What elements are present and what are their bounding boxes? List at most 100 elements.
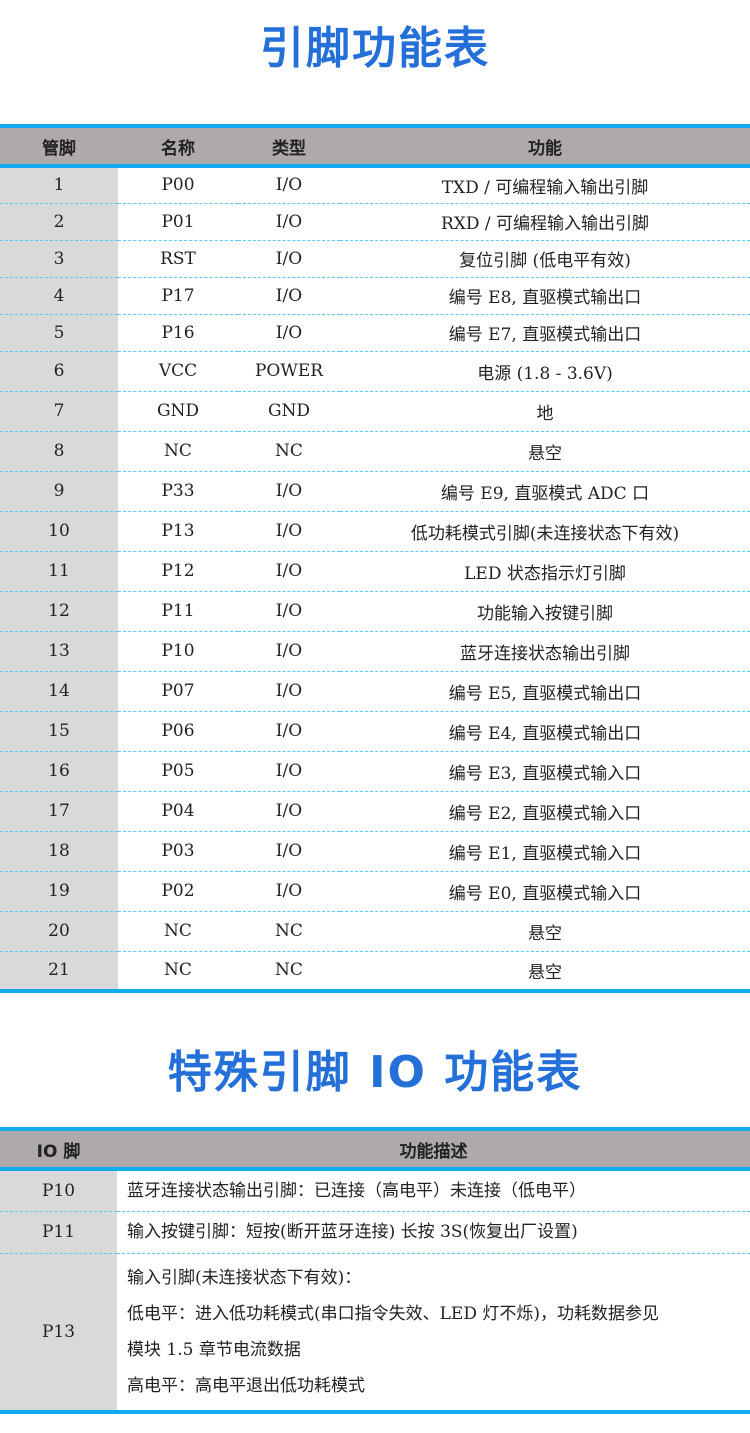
- table-row: 13 P10 I/O 蓝牙连接状态输出引脚: [0, 630, 750, 671]
- pin-number-cell: 12: [0, 590, 118, 631]
- pin-type-cell: I/O: [238, 870, 340, 911]
- table-row: 10 P13 I/O 低功耗模式引脚(未连接状态下有效): [0, 510, 750, 551]
- table-row: 1 P00 I/O TXD / 可编程输入输出引脚: [0, 166, 750, 203]
- pin-type-cell: I/O: [238, 239, 340, 277]
- pin-type-cell: I/O: [238, 710, 340, 751]
- pin-function-cell: 电源 (1.8 - 3.6V): [340, 350, 750, 391]
- table-row: 12 P11 I/O 功能输入按键引脚: [0, 590, 750, 631]
- pin-type-cell: NC: [238, 950, 340, 991]
- pin-type-cell: NC: [238, 910, 340, 951]
- pin-number-cell: 5: [0, 313, 118, 351]
- description-cell: 蓝牙连接状态输出引脚：已连接（高电平）未连接（低电平）: [117, 1169, 750, 1211]
- pin-name-cell: P13: [118, 510, 238, 551]
- special-pin-title: 特殊引脚 IO 功能表: [167, 1047, 583, 1098]
- header-io-pin: IO 脚: [36, 1141, 81, 1162]
- description-cell: 输入引脚(未连接状态下有效)： 低电平：进入低功耗模式(串口指令失效、LED 灯不…: [117, 1252, 750, 1412]
- pin-name-cell: P02: [118, 870, 238, 911]
- pin-number-cell: 8: [0, 430, 118, 471]
- pin-type-cell: I/O: [238, 470, 340, 511]
- pin-number-cell: 2: [0, 202, 118, 240]
- pin-name-cell: NC: [118, 430, 238, 471]
- description-line: 模块 1.5 章节电流数据: [127, 1339, 301, 1360]
- pin-type-cell: POWER: [238, 350, 340, 391]
- description-line: 输入引脚(未连接状态下有效)：: [127, 1267, 362, 1288]
- pin-name-cell: VCC: [118, 350, 238, 391]
- pin-function-cell: 编号 E2, 直驱模式输入口: [340, 790, 750, 831]
- pin-type-cell: I/O: [238, 750, 340, 791]
- pin-function-table: 管脚 名称 类型 功能 1 P00 I/O TXD / 可编程输入输出引脚 2 P01 I/O RX…: [0, 124, 750, 993]
- pin-function-cell: 悬空: [340, 430, 750, 471]
- pin-name-cell: P33: [118, 470, 238, 511]
- table-row: 5 P16 I/O 编号 E7, 直驱模式输出口: [0, 313, 750, 351]
- description-line: 高电平：高电平退出低功耗模式: [127, 1375, 365, 1396]
- pin-type-cell: I/O: [238, 790, 340, 831]
- pin-number-cell: 14: [0, 670, 118, 711]
- pin-function-cell: RXD / 可编程输入输出引脚: [340, 202, 750, 240]
- pin-type-cell: I/O: [238, 670, 340, 711]
- table-row: 11 P12 I/O LED 状态指示灯引脚: [0, 550, 750, 591]
- pin-function-cell: 编号 E0, 直驱模式输入口: [340, 870, 750, 911]
- special-pin-table: IO 脚功能描述 P10 蓝牙连接状态输出引脚：已连接（高电平）未连接（低电平） P…: [0, 1127, 750, 1414]
- pin-name-cell: P10: [118, 630, 238, 671]
- table-row: 15 P06 I/O 编号 E4, 直驱模式输出口: [0, 710, 750, 751]
- pin-type-cell: I/O: [238, 313, 340, 351]
- table-row: 2 P01 I/O RXD / 可编程输入输出引脚: [0, 202, 750, 240]
- pin-function-title: 引脚功能表: [260, 23, 490, 74]
- pin-number-cell: 7: [0, 390, 118, 431]
- pin-function-cell: 编号 E8, 直驱模式输出口: [340, 276, 750, 314]
- header-pin-type: 类型: [272, 138, 306, 159]
- pin-type-cell: I/O: [238, 510, 340, 551]
- pin-number-cell: 21: [0, 950, 118, 991]
- pin-number-cell: 4: [0, 276, 118, 314]
- pin-type-cell: I/O: [238, 590, 340, 631]
- pin-number-cell: 18: [0, 830, 118, 871]
- pin-function-cell: 编号 E4, 直驱模式输出口: [340, 710, 750, 751]
- pin-function-cell: 功能输入按键引脚: [340, 590, 750, 631]
- table-row: P13 输入引脚(未连接状态下有效)： 低电平：进入低功耗模式(串口指令失效、LED…: [0, 1252, 750, 1412]
- pin-name-cell: P12: [118, 550, 238, 591]
- pin-number-cell: 1: [0, 166, 118, 203]
- table-row: 8 NC NC 悬空: [0, 430, 750, 471]
- pin-name-cell: P11: [118, 590, 238, 631]
- header-description: 功能描述: [399, 1141, 468, 1162]
- pin-name-cell: P01: [118, 202, 238, 240]
- pin-name-cell: P16: [118, 313, 238, 351]
- pin-name-cell: P17: [118, 276, 238, 314]
- table-row: P11 输入按键引脚：短按(断开蓝牙连接) 长按 3S(恢复出厂设置): [0, 1210, 750, 1253]
- pin-name-cell: P03: [118, 830, 238, 871]
- header-pin-number: 管脚: [42, 138, 76, 159]
- io-pin-cell: P13: [0, 1252, 117, 1412]
- table-row: 9 P33 I/O 编号 E9, 直驱模式 ADC 口: [0, 470, 750, 511]
- description-line: 蓝牙连接状态输出引脚：已连接（高电平）未连接（低电平）: [127, 1180, 586, 1201]
- pin-name-cell: NC: [118, 910, 238, 951]
- pin-function-cell: 编号 E1, 直驱模式输入口: [340, 830, 750, 871]
- pin-type-cell: I/O: [238, 550, 340, 591]
- table-row: 4 P17 I/O 编号 E8, 直驱模式输出口: [0, 276, 750, 314]
- pin-function-cell: 蓝牙连接状态输出引脚: [340, 630, 750, 671]
- pin-name-cell: P00: [161, 175, 195, 196]
- pin-name-cell: P07: [118, 670, 238, 711]
- pin-number-cell: 19: [0, 870, 118, 911]
- pin-function-cell: 悬空: [340, 910, 750, 951]
- table-row: 7 GND GND 地: [0, 390, 750, 431]
- pin-number-cell: 20: [0, 910, 118, 951]
- pin-function-cell: TXD / 可编程输入输出引脚: [441, 177, 649, 198]
- table-row: 3 RST I/O 复位引脚 (低电平有效): [0, 239, 750, 277]
- pin-number-cell: 17: [0, 790, 118, 831]
- pin-name-cell: GND: [118, 390, 238, 431]
- pin-type-cell: I/O: [238, 202, 340, 240]
- table-row: 18 P03 I/O 编号 E1, 直驱模式输入口: [0, 830, 750, 871]
- io-pin-cell: P10: [0, 1169, 117, 1211]
- pin-type-cell: GND: [238, 390, 340, 431]
- table-row: P10 蓝牙连接状态输出引脚：已连接（高电平）未连接（低电平）: [0, 1169, 750, 1211]
- pin-number-cell: 13: [0, 630, 118, 671]
- pin-name-cell: NC: [118, 950, 238, 991]
- pin-number-cell: 11: [0, 550, 118, 591]
- pin-number-cell: 16: [0, 750, 118, 791]
- pin-name-cell: P05: [118, 750, 238, 791]
- pin-number-cell: 6: [0, 350, 118, 391]
- pin-name-cell: RST: [118, 239, 238, 277]
- pin-number-cell: 9: [0, 470, 118, 511]
- pin-function-cell: 编号 E9, 直驱模式 ADC 口: [340, 470, 750, 511]
- description-line: 输入按键引脚：短按(断开蓝牙连接) 长按 3S(恢复出厂设置): [127, 1222, 578, 1242]
